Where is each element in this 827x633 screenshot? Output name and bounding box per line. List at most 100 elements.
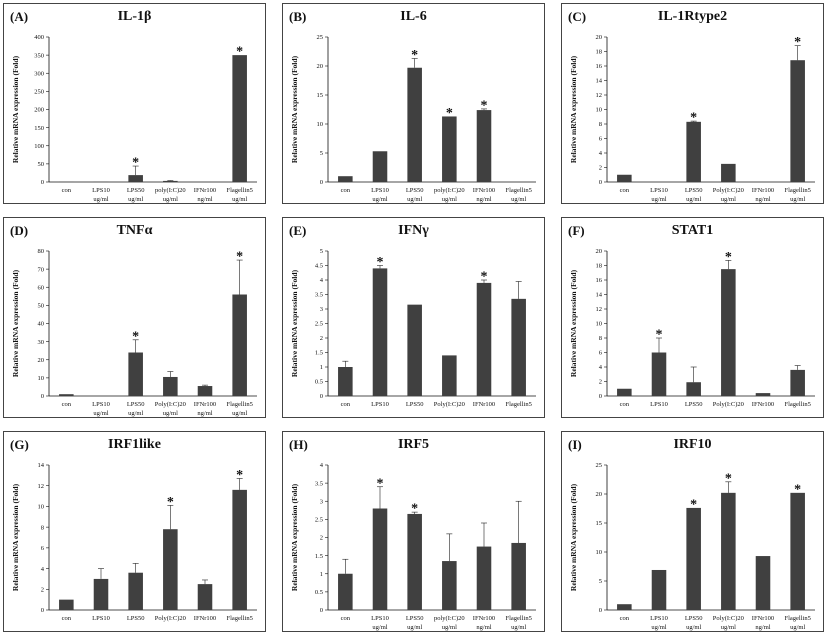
x-category-label: IFNr100 [194, 187, 216, 194]
chart-panel: (H) IRF5 Relative mRNA expression (Fold) 0 0… [282, 431, 545, 632]
x-category-label: IFNr100 [194, 615, 216, 622]
chart-svg: Relative mRNA expression (Fold) 0 10 20 30 40… [11, 248, 257, 417]
x-category-label: Poly(I:C)20 [434, 401, 465, 408]
significance-star: * [481, 270, 488, 285]
y-tick-label: 20 [596, 491, 603, 498]
y-tick-label: 0.5 [315, 379, 323, 386]
y-tick-label: 1 [320, 364, 323, 371]
x-category-label: Poly(I:C)20 [713, 615, 744, 622]
y-tick-label: 250 [34, 89, 44, 96]
x-category-label: LPS10 [650, 615, 668, 622]
y-tick-label: 0.5 [315, 589, 323, 596]
y-tick-label: 0 [41, 393, 44, 400]
bar [617, 174, 632, 182]
y-tick-label: 1.5 [315, 553, 323, 560]
x-category-label: LPS50 [406, 401, 424, 408]
significance-star: * [690, 497, 697, 512]
x-category-label: LPS10 [650, 187, 668, 194]
x-category-label: Flagellin5 [505, 187, 531, 194]
y-tick-label: 20 [596, 34, 603, 41]
bar [617, 604, 632, 610]
significance-star: * [236, 468, 243, 483]
chart-svg: Relative mRNA expression (Fold) 0 0.5 1 1.5 2… [290, 462, 536, 631]
bar [163, 180, 178, 182]
x-category-label: IFNr100 [752, 615, 774, 622]
panel-label: (H) [289, 437, 308, 452]
significance-star: * [236, 250, 243, 265]
significance-star: * [794, 482, 801, 497]
bar [59, 599, 74, 610]
y-tick-label: 4 [41, 566, 45, 573]
x-category-label: LPS50 [127, 401, 145, 408]
y-tick-label: 10 [596, 107, 603, 114]
chart-panel: (E) IFNγ Relative mRNA expression (Fold) 0 0… [282, 217, 545, 418]
y-tick-label: 25 [317, 34, 324, 41]
bar [128, 572, 143, 610]
y-tick-label: 8 [41, 524, 44, 531]
bar [686, 382, 701, 396]
x-category-label: ug/ml [686, 624, 701, 631]
bar [686, 507, 701, 610]
panel-label: (D) [10, 223, 29, 238]
x-category-label: ng/ml [197, 410, 212, 417]
panel-label: (F) [568, 223, 585, 238]
x-category-label: con [620, 187, 630, 194]
x-category-label: ug/ml [511, 624, 526, 631]
y-tick-label: 1 [320, 571, 323, 578]
y-tick-label: 20 [317, 63, 324, 70]
x-category-label: Flagellin5 [505, 615, 531, 622]
bar [721, 163, 736, 182]
y-tick-label: 0 [599, 179, 602, 186]
y-tick-label: 16 [596, 277, 603, 284]
x-category-label: LPS10 [92, 187, 110, 194]
y-tick-label: 4 [320, 277, 324, 284]
bar [476, 282, 492, 396]
x-category-label: ug/ml [163, 196, 178, 203]
x-category-label: ng/ml [197, 196, 212, 203]
y-tick-label: 2 [599, 165, 602, 172]
y-tick-label: 10 [38, 375, 45, 382]
x-category-label: ng/ml [476, 196, 491, 203]
x-category-label: IFNr100 [473, 615, 495, 622]
significance-star: * [132, 329, 139, 344]
y-axis-label: Relative mRNA expression (Fold) [11, 269, 20, 377]
y-axis-label: Relative mRNA expression (Fold) [569, 483, 578, 591]
x-category-label: Flagellin5 [505, 401, 531, 408]
x-category-label: ug/ml [128, 410, 143, 417]
x-category-label: Poly(I:C)20 [713, 401, 744, 408]
chart-panel: (I) IRF10 Relative mRNA expression (Fold) 0… [561, 431, 824, 632]
x-category-label: Poly(I:C)20 [155, 615, 186, 622]
bar [163, 529, 178, 610]
y-tick-label: 0 [599, 607, 602, 614]
panel-label: (E) [289, 223, 307, 238]
significance-star: * [132, 156, 139, 171]
y-tick-label: 40 [38, 321, 45, 328]
x-category-label: Flagellin5 [784, 401, 810, 408]
y-axis-label: Relative mRNA expression (Fold) [11, 483, 20, 591]
x-category-label: Flagellin5 [226, 187, 252, 194]
chart-panel: (F) STAT1 Relative mRNA expression (Fold) 0… [561, 217, 824, 418]
x-category-label: ug/ml [442, 196, 457, 203]
y-tick-label: 0 [599, 393, 602, 400]
significance-star: * [236, 45, 243, 60]
bar [407, 513, 422, 610]
y-tick-label: 15 [317, 92, 324, 99]
bar [686, 121, 701, 182]
x-category-label: poly(I:C)20 [434, 187, 465, 194]
bar [651, 569, 667, 610]
y-tick-label: 12 [38, 483, 45, 490]
x-category-label: ng/ml [755, 624, 770, 631]
significance-star: * [794, 35, 801, 50]
x-category-label: ug/ml [407, 196, 422, 203]
y-axis-label: Relative mRNA expression (Fold) [290, 483, 299, 591]
chart-title: IRF5 [397, 437, 430, 452]
x-category-label: Poly(I:C)20 [713, 187, 744, 194]
significance-star: * [690, 111, 697, 126]
y-tick-label: 0 [320, 393, 323, 400]
bar [442, 561, 457, 610]
y-tick-label: 0 [41, 607, 44, 614]
y-tick-label: 16 [596, 63, 603, 70]
x-category-label: ug/ml [407, 624, 422, 631]
x-category-label: LPS50 [127, 187, 145, 194]
chart-svg: Relative mRNA expression (Fold) 0 2 4 6 8 10 12… [11, 462, 257, 622]
